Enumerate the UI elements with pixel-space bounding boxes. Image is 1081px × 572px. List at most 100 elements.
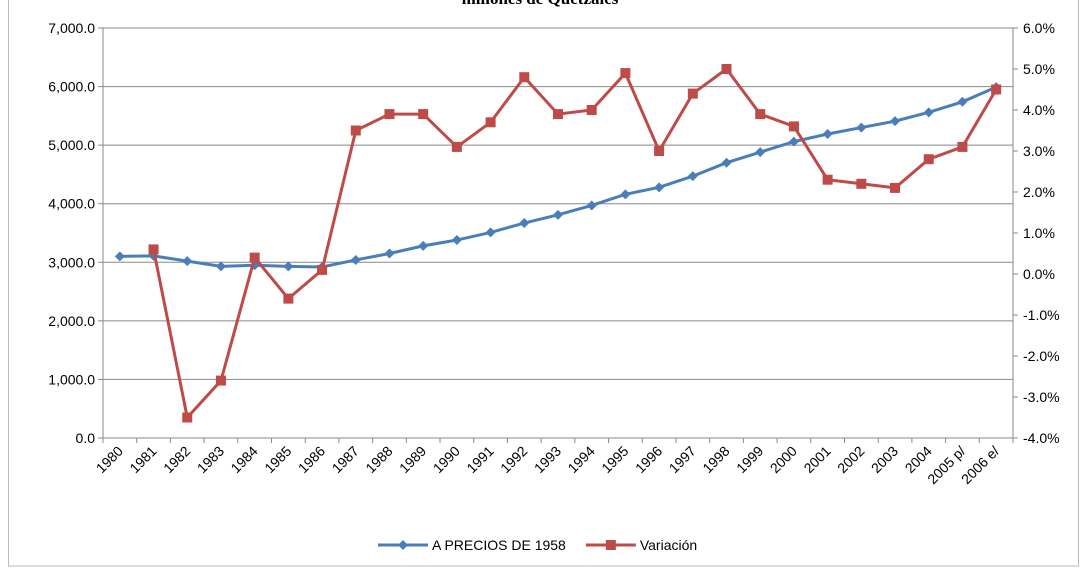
data-point bbox=[283, 261, 294, 272]
data-point bbox=[182, 412, 193, 423]
data-point bbox=[788, 136, 799, 147]
y-tick-label: 0.0 bbox=[76, 430, 96, 446]
data-point bbox=[620, 68, 631, 79]
data-point bbox=[890, 116, 901, 127]
x-tick-label: 2003 bbox=[868, 443, 901, 476]
data-point bbox=[485, 227, 496, 238]
data-point bbox=[384, 248, 395, 259]
data-point bbox=[687, 171, 698, 182]
data-point bbox=[114, 251, 125, 262]
data-point bbox=[418, 109, 429, 120]
data-point bbox=[519, 72, 530, 83]
data-point bbox=[451, 141, 462, 152]
data-point bbox=[451, 235, 462, 246]
data-point bbox=[890, 182, 901, 193]
y-tick-label: 7,000.0 bbox=[48, 20, 95, 36]
data-point bbox=[283, 293, 294, 304]
data-point bbox=[822, 129, 833, 140]
y2-tick-label: 6.0% bbox=[1023, 20, 1055, 36]
data-point bbox=[215, 261, 226, 272]
legend-label: Variación bbox=[640, 537, 697, 553]
data-point bbox=[721, 157, 732, 168]
data-point bbox=[350, 125, 361, 136]
series-line bbox=[152, 66, 998, 421]
data-point bbox=[620, 189, 631, 200]
data-point bbox=[148, 244, 159, 255]
y-tick-label: 6,000.0 bbox=[48, 79, 95, 95]
x-tick-label: 1991 bbox=[463, 443, 496, 476]
data-point bbox=[923, 154, 934, 165]
y2-tick-label: 4.0% bbox=[1023, 102, 1055, 118]
data-point bbox=[923, 107, 934, 118]
data-point bbox=[215, 375, 226, 386]
x-tick-label: 1988 bbox=[362, 443, 395, 476]
data-point bbox=[957, 141, 968, 152]
data-point bbox=[856, 178, 867, 189]
data-point bbox=[822, 174, 833, 185]
x-tick-label: 1983 bbox=[194, 443, 227, 476]
x-tick-label: 2001 bbox=[800, 443, 833, 476]
data-point bbox=[856, 122, 867, 133]
x-tick-label: 1986 bbox=[295, 443, 328, 476]
x-tick-label: 1990 bbox=[430, 443, 463, 476]
data-point bbox=[687, 88, 698, 99]
chart-title: millones de Quetzales bbox=[462, 0, 619, 8]
x-tick-label: 1996 bbox=[632, 443, 665, 476]
x-tick-label: 1981 bbox=[126, 443, 159, 476]
data-point bbox=[350, 254, 361, 265]
y2-tick-label: -4.0% bbox=[1023, 430, 1060, 446]
x-tick-label: 1984 bbox=[227, 443, 260, 476]
x-tick-label: 1998 bbox=[699, 443, 732, 476]
y-tick-label: 4,000.0 bbox=[48, 196, 95, 212]
y2-tick-label: -2.0% bbox=[1023, 348, 1060, 364]
y2-tick-label: -3.0% bbox=[1023, 389, 1060, 405]
data-point bbox=[182, 256, 193, 267]
y2-tick-label: -1.0% bbox=[1023, 307, 1060, 323]
data-point bbox=[654, 182, 665, 193]
y2-tick-label: 5.0% bbox=[1023, 61, 1055, 77]
x-tick-label: 1997 bbox=[666, 443, 699, 476]
x-tick-label: 1987 bbox=[329, 443, 362, 476]
data-point bbox=[384, 109, 395, 120]
legend-marker bbox=[605, 540, 616, 550]
y-tick-label: 5,000.0 bbox=[48, 137, 95, 153]
chart-frame bbox=[8, 0, 1079, 567]
x-tick-label: 2000 bbox=[767, 443, 800, 476]
y2-tick-label: 3.0% bbox=[1023, 143, 1055, 159]
x-tick-label: 1989 bbox=[396, 443, 429, 476]
data-point bbox=[755, 147, 766, 158]
data-point bbox=[418, 240, 429, 251]
data-point bbox=[721, 64, 732, 74]
x-tick-label: 1982 bbox=[160, 443, 193, 476]
data-point bbox=[249, 252, 260, 263]
data-point bbox=[755, 109, 766, 120]
x-tick-label: 1995 bbox=[598, 443, 631, 476]
x-tick-label: 1985 bbox=[261, 443, 294, 476]
data-point bbox=[586, 200, 597, 211]
x-tick-label: 2002 bbox=[834, 443, 867, 476]
x-tick-label: 2006 e/ bbox=[958, 443, 1002, 487]
data-point bbox=[586, 105, 597, 115]
data-point bbox=[553, 109, 563, 120]
x-tick-label: 1994 bbox=[564, 443, 597, 476]
legend-marker bbox=[398, 540, 408, 550]
y-tick-label: 3,000.0 bbox=[48, 254, 95, 270]
data-point bbox=[788, 121, 799, 132]
data-point bbox=[519, 218, 530, 229]
data-point bbox=[553, 209, 563, 220]
y2-tick-label: 1.0% bbox=[1023, 225, 1055, 241]
x-tick-label: 1993 bbox=[531, 443, 564, 476]
data-point bbox=[317, 264, 328, 275]
x-tick-label: 1980 bbox=[93, 443, 126, 476]
data-point bbox=[991, 84, 1002, 95]
data-point bbox=[654, 146, 665, 156]
legend-label: A PRECIOS DE 1958 bbox=[432, 537, 566, 553]
x-tick-label: 1992 bbox=[497, 443, 530, 476]
data-point bbox=[957, 96, 968, 107]
x-tick-label: 1999 bbox=[733, 443, 766, 476]
y2-tick-label: 0.0% bbox=[1023, 266, 1055, 282]
y-tick-label: 2,000.0 bbox=[48, 313, 95, 329]
data-point bbox=[485, 117, 496, 128]
y2-tick-label: 2.0% bbox=[1023, 184, 1055, 200]
